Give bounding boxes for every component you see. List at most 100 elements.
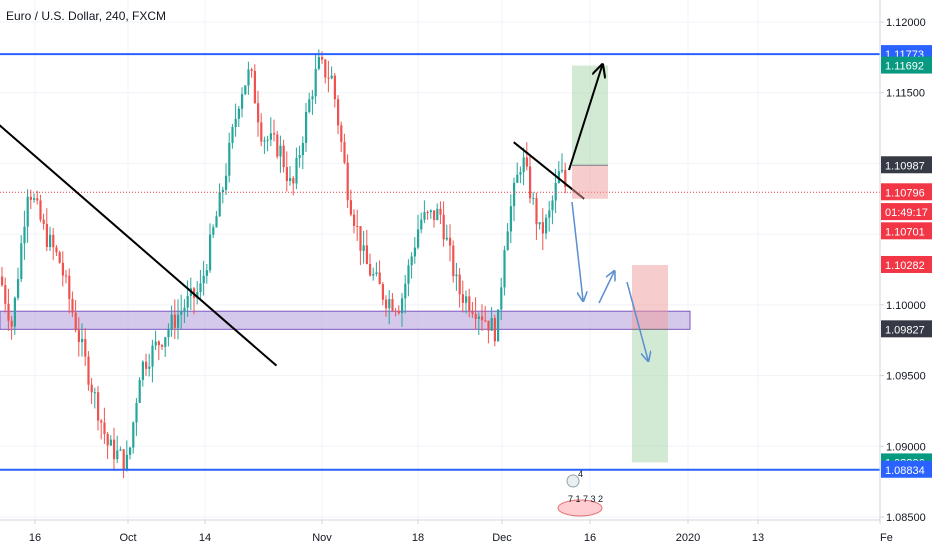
candle-body xyxy=(77,330,80,343)
candle-body xyxy=(401,298,404,314)
candle-body xyxy=(209,234,212,271)
candle-body xyxy=(525,157,528,167)
candle-body xyxy=(487,320,490,331)
candle-body xyxy=(84,338,87,357)
event-cluster-icon xyxy=(557,499,603,517)
candle-body xyxy=(321,57,324,60)
price-tag-label: 1.09827 xyxy=(885,324,925,336)
candle-body xyxy=(282,145,285,168)
candle-body xyxy=(74,312,77,331)
candle-body xyxy=(234,118,237,128)
chart-title: Euro / U.S. Dollar, 240, FXCM xyxy=(6,9,166,23)
candle-body xyxy=(161,345,164,347)
candle-body xyxy=(237,108,240,119)
candle-body xyxy=(535,198,538,225)
price-tag-label: 1.10796 xyxy=(885,187,925,199)
candle-body xyxy=(481,316,484,321)
candle-body xyxy=(13,297,16,327)
candle-body xyxy=(180,311,183,315)
bullish-arrow xyxy=(568,66,602,171)
candle-body xyxy=(333,75,336,100)
candle-body xyxy=(244,85,247,95)
candle-body xyxy=(36,198,39,201)
candle-body xyxy=(33,198,36,200)
candle-body xyxy=(557,171,560,183)
candle-body xyxy=(375,272,378,274)
candle-body xyxy=(327,77,330,79)
candle-body xyxy=(362,245,365,251)
candle-body xyxy=(359,226,362,251)
candle-body xyxy=(356,225,359,227)
candle-body xyxy=(26,196,29,227)
candle-body xyxy=(100,420,103,423)
candle-body xyxy=(231,127,234,143)
candle-body xyxy=(388,299,391,309)
candle-body xyxy=(225,175,228,190)
candle-body xyxy=(509,206,512,232)
candle-body xyxy=(10,320,13,327)
y-tick-label: 1.10000 xyxy=(886,300,926,312)
candle-body xyxy=(500,287,503,310)
candle-body xyxy=(170,314,173,330)
candle-body xyxy=(442,214,445,240)
candle-body xyxy=(506,231,509,251)
candle-body xyxy=(148,366,151,369)
retest-arrow xyxy=(598,272,614,304)
candle-body xyxy=(372,273,375,276)
x-tick-label: Nov xyxy=(312,532,332,544)
candle-body xyxy=(263,140,266,142)
candle-body xyxy=(394,310,397,312)
x-tick-label: 2020 xyxy=(676,532,700,544)
candle-body xyxy=(23,226,26,244)
price-tag xyxy=(881,320,932,338)
candle-body xyxy=(417,229,420,248)
candle-body xyxy=(369,264,372,276)
candle-body xyxy=(145,361,148,369)
y-tick-label: 1.08500 xyxy=(886,512,926,524)
candle-body xyxy=(471,310,474,314)
candle-body xyxy=(167,329,170,338)
candle-body xyxy=(391,299,394,311)
candle-body xyxy=(474,313,477,319)
candle-body xyxy=(545,217,548,234)
candle-body xyxy=(551,200,554,211)
candle-body xyxy=(49,234,52,248)
candle-body xyxy=(141,361,144,380)
candle-body xyxy=(285,167,288,182)
candle-body xyxy=(212,227,215,235)
candle-body xyxy=(532,198,535,200)
x-tick-label: 16 xyxy=(584,532,596,544)
candle-body xyxy=(516,174,519,183)
candle-body xyxy=(55,247,58,253)
candle-body xyxy=(330,75,333,79)
candle-body xyxy=(42,219,45,224)
candle-body xyxy=(135,403,138,423)
candle-body xyxy=(151,345,154,367)
candle-body xyxy=(461,294,464,303)
candle-body xyxy=(253,70,256,104)
candle-body xyxy=(519,172,522,175)
price-tag xyxy=(881,183,932,201)
price-tag-label: 1.10282 xyxy=(885,260,925,272)
x-tick-label: 14 xyxy=(199,532,211,544)
event-icon xyxy=(566,474,580,488)
candle-body xyxy=(484,320,487,322)
x-tick-label: 13 xyxy=(752,532,764,544)
candle-body xyxy=(433,210,436,220)
candle-body xyxy=(353,214,356,226)
price-tag xyxy=(881,460,932,478)
price-tag-label: 1.10701 xyxy=(885,226,925,238)
candle-body xyxy=(97,392,100,421)
candle-body xyxy=(301,142,304,156)
candle-body xyxy=(103,422,106,434)
candle-body xyxy=(477,316,480,319)
candle-body xyxy=(39,200,42,220)
candle-body xyxy=(129,447,132,455)
candle-body xyxy=(340,125,343,143)
candle-body xyxy=(116,450,119,460)
candle-body xyxy=(273,133,276,135)
candle-body xyxy=(164,337,167,347)
candle-body xyxy=(202,275,205,284)
